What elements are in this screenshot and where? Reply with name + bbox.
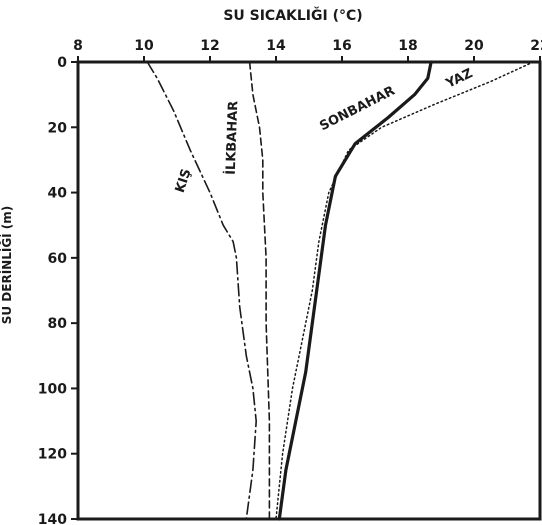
x-tick-label: 8 bbox=[73, 38, 83, 54]
curve-label-layer: KIŞ İLKBAHAR SONBAHAR YAZ bbox=[173, 66, 475, 195]
chart-title: SU SICAKLIĞI (°C) bbox=[223, 6, 362, 24]
series-label: YAZ bbox=[443, 66, 475, 92]
y-tick-label: 20 bbox=[48, 120, 68, 136]
plot-frame bbox=[76, 60, 542, 521]
series-label: SONBAHAR bbox=[317, 84, 397, 135]
series-line-0 bbox=[146, 61, 258, 520]
series-line-2 bbox=[277, 60, 433, 521]
x-tick-label: 14 bbox=[266, 38, 286, 54]
series-layer bbox=[146, 60, 535, 521]
series-line-3 bbox=[275, 61, 535, 520]
y-axis-label: SU DERİNLİĞİ (m) bbox=[0, 206, 14, 325]
x-axis-ticks: 8 10 12 14 16 18 20 22 bbox=[73, 38, 542, 62]
y-tick-label: 100 bbox=[38, 381, 67, 397]
y-tick-label: 80 bbox=[48, 316, 68, 332]
x-tick-label: 16 bbox=[332, 38, 351, 54]
series-line-1 bbox=[248, 61, 271, 520]
y-tick-label: 40 bbox=[48, 186, 68, 202]
y-tick-label: 60 bbox=[48, 251, 68, 267]
x-tick-label: 22 bbox=[530, 38, 542, 54]
x-tick-label: 18 bbox=[398, 38, 417, 54]
y-tick-label: 140 bbox=[38, 512, 67, 525]
x-tick-label: 20 bbox=[464, 38, 484, 54]
series-label: İLKBAHAR bbox=[223, 101, 242, 176]
x-tick-label: 10 bbox=[134, 38, 154, 54]
series-label: KIŞ bbox=[173, 167, 195, 195]
y-axis-ticks: 0 20 40 60 80 100 120 140 bbox=[38, 55, 78, 525]
x-tick-label: 12 bbox=[200, 38, 219, 54]
y-tick-label: 0 bbox=[57, 55, 67, 71]
y-tick-label: 120 bbox=[38, 447, 67, 463]
